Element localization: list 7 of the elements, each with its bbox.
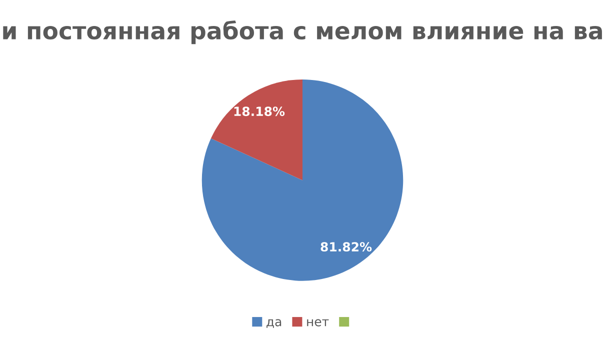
- pie-slice: [202, 80, 404, 281]
- pie-slice: [210, 80, 302, 180]
- legend-label: нет: [307, 319, 329, 326]
- data-label: 81.82%: [320, 242, 372, 252]
- chart-title: и постоянная работа с мелом влияние на ва: [3, 20, 602, 44]
- data-label: 18.18%: [234, 106, 285, 116]
- legend-label: да: [266, 319, 282, 328]
